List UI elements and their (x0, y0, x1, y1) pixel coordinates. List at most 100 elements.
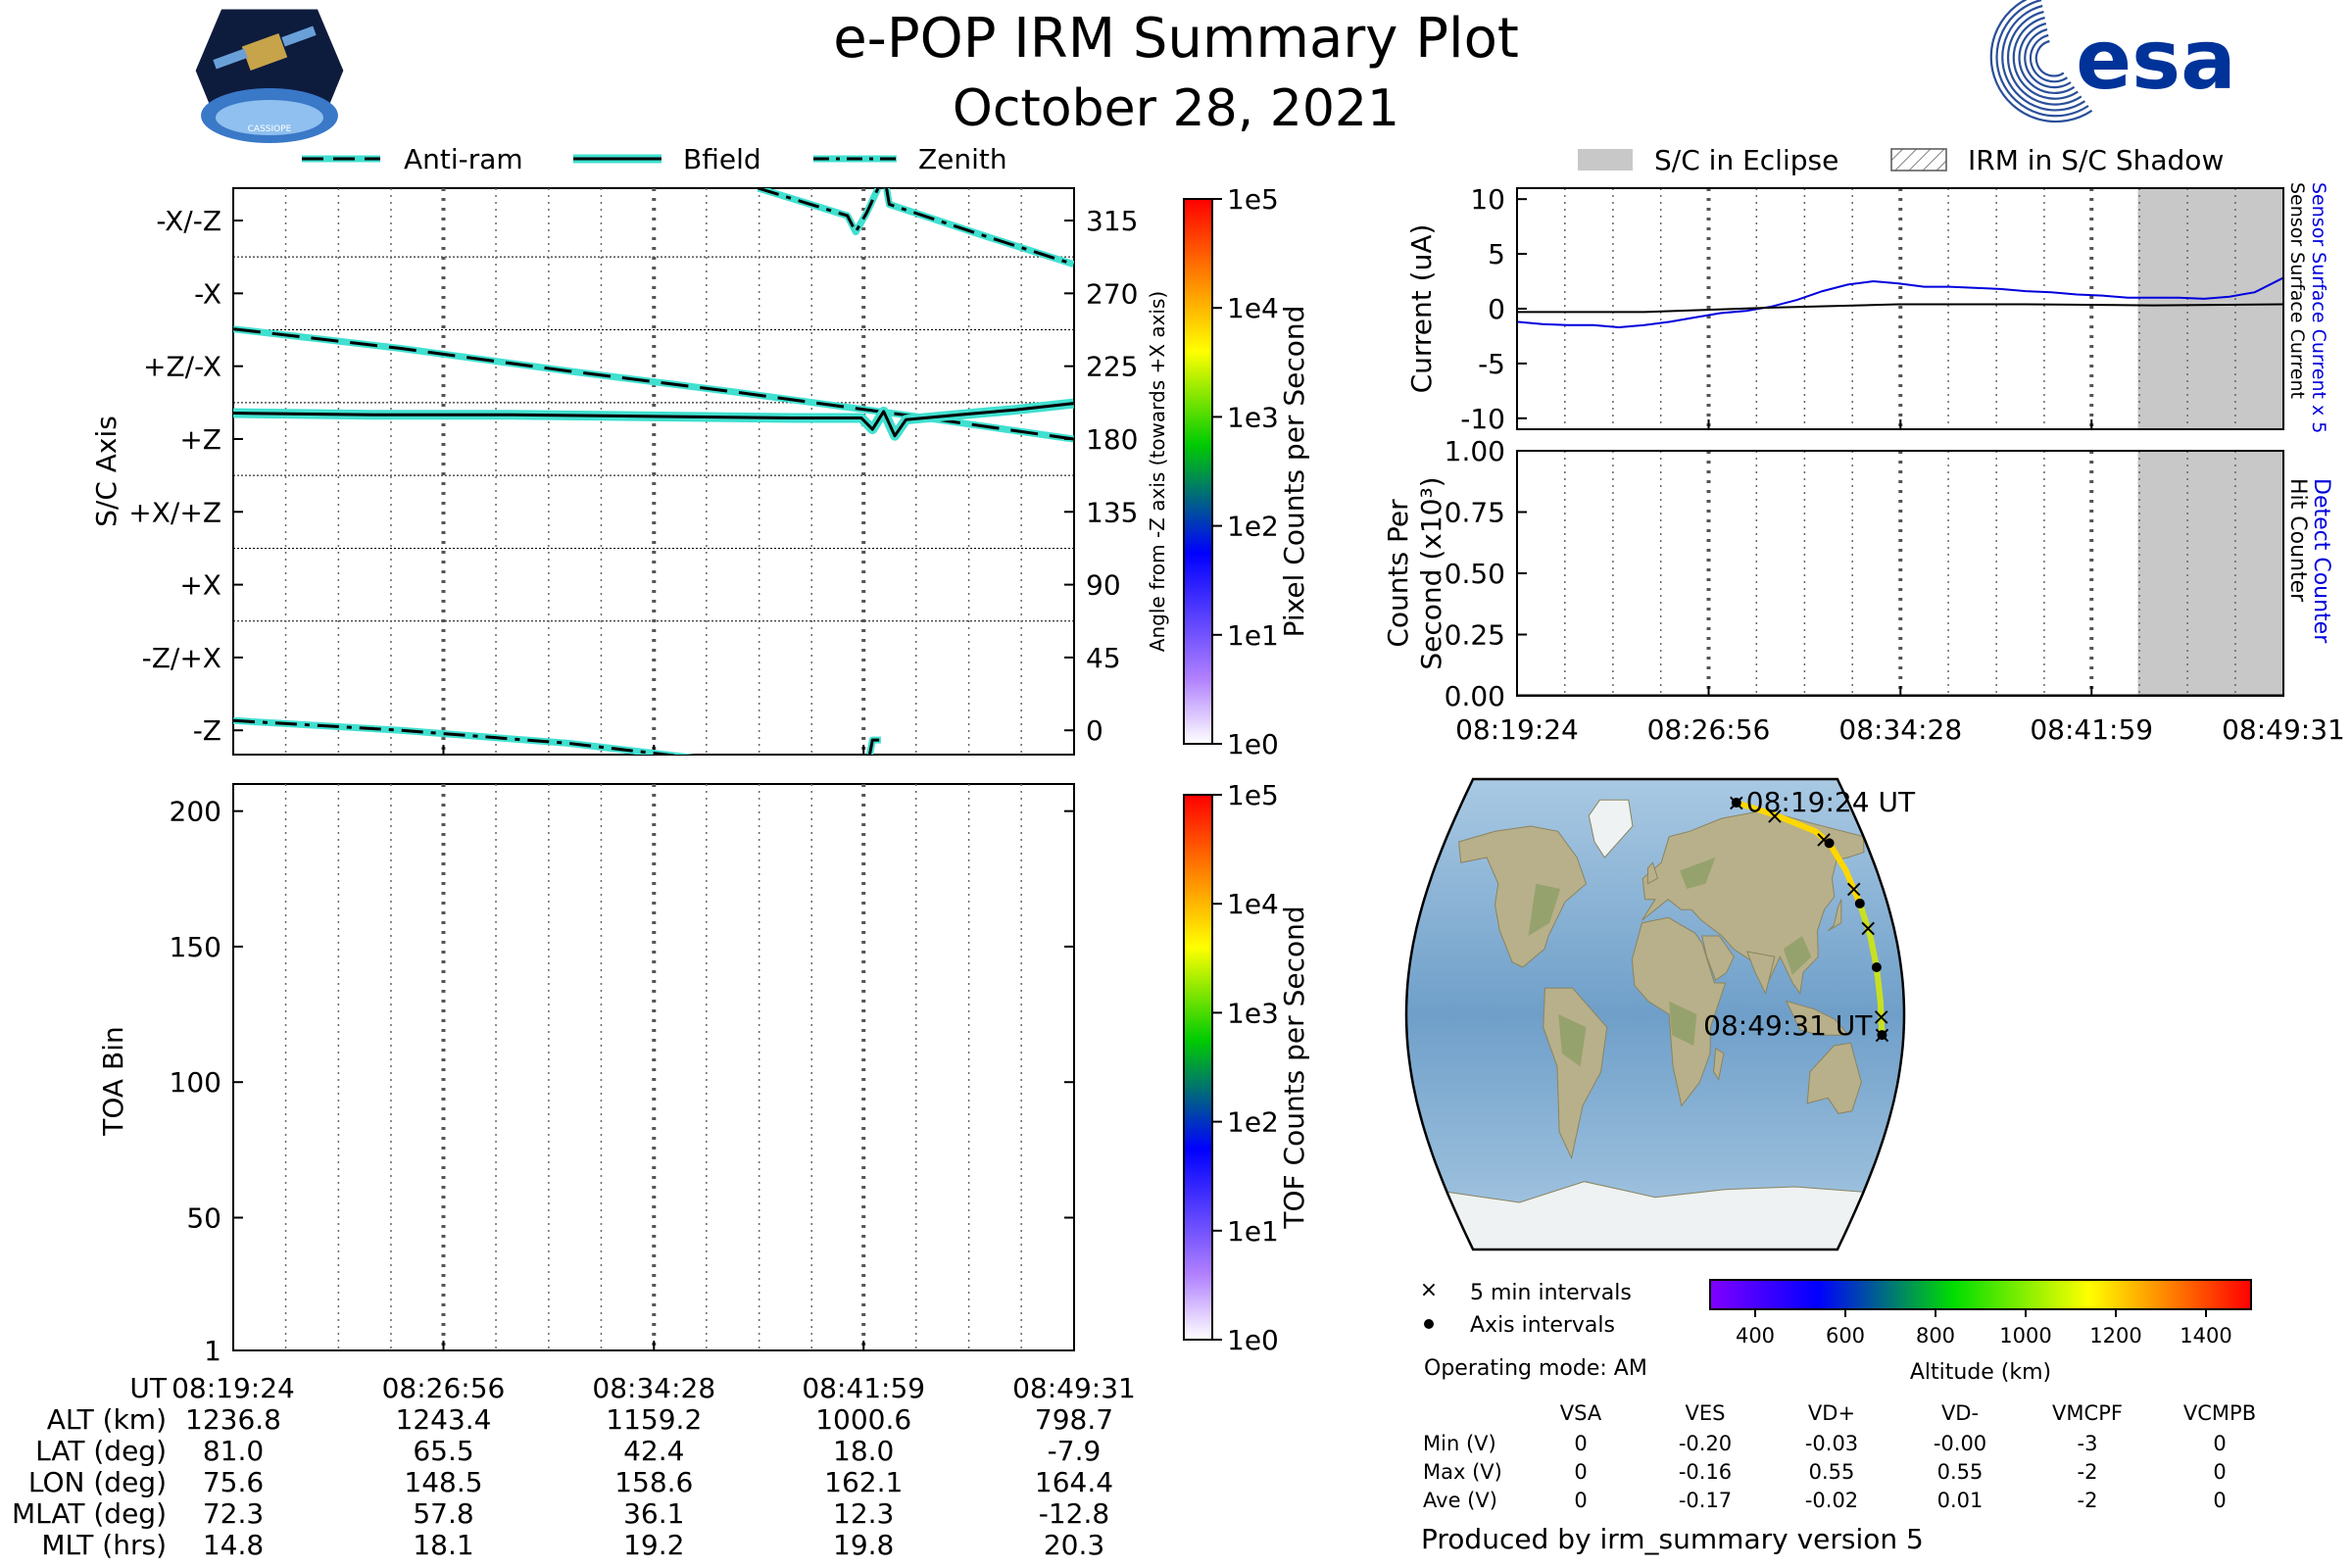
sc-axis-ylabel: S/C Axis (90, 416, 122, 527)
counts-ytick-label: 0.25 (1445, 619, 1505, 652)
pixel-colorbar-tick-label: 1e3 (1227, 401, 1279, 433)
sc-axis-y2tick-label: 270 (1086, 277, 1138, 310)
altitude-tick-label: 1400 (2180, 1324, 2231, 1348)
counts-right-label-black: Hit Counter (2285, 478, 2310, 603)
voltage-header: VD- (1941, 1401, 1979, 1425)
footer: Produced by irm_summary version 5 (1421, 1523, 1924, 1555)
voltage-cell: -0.03 (1805, 1432, 1858, 1455)
vegetation-region (1528, 883, 1561, 936)
esa-swirl-arc (1989, 0, 2093, 123)
sc-axis-ytick-label: +Z (179, 423, 221, 456)
current-right-label-blue: Sensor Surface Current x 5 (2308, 182, 2329, 433)
esa-swirl-arc (2006, 10, 2082, 106)
ephemeris-cell: -12.8 (1039, 1497, 1109, 1530)
orbit-axis-marker (1731, 798, 1741, 808)
ephemeris-cell: 81.0 (203, 1435, 264, 1467)
tof-colorbar-tick-label: 1e1 (1227, 1215, 1279, 1248)
voltage-row-label: Min (V) (1423, 1432, 1496, 1455)
legend-swatch-shadow (1890, 148, 1947, 172)
esa-swirl-arc (1995, 0, 2089, 118)
pixel-colorbar-label: Pixel Counts per Second (1278, 306, 1310, 638)
counts-xtick-label: 08:49:31 (2222, 713, 2345, 746)
tof-colorbar: 1e5 1e4 1e3 1e2 1e1 1e0 TOF Counts per Second (1183, 779, 1310, 1356)
voltage-cell: 0 (2213, 1489, 2226, 1512)
island-indonesia (1785, 1000, 1850, 1036)
orbit-5min-marker: × (1765, 802, 1785, 829)
esa-logo-text: esa (2076, 12, 2236, 108)
esa-swirl-arc (2001, 4, 2086, 112)
counts-xtick-label: 08:26:56 (1647, 713, 1771, 746)
counts-ylabel-line1: Counts Per (1382, 499, 1414, 648)
current-ytick-label: -5 (1478, 348, 1505, 380)
ephemeris-table: UT 08:19:24 08:26:56 08:34:28 08:41:59 08:49:… (12, 1372, 1136, 1561)
voltage-cell: -2 (2078, 1460, 2098, 1484)
tof-colorbar-tick-label: 1e3 (1227, 997, 1279, 1029)
legend-label-anti-ram: Anti-ram (404, 143, 523, 175)
ephemeris-cell: 1159.2 (606, 1403, 702, 1436)
legend-item-anti-ram: Anti-ram (302, 143, 523, 175)
orbit-axis-marker (1877, 1030, 1887, 1041)
trace-halo-zenith (233, 716, 696, 755)
pixel-colorbar-tick-label: 1e2 (1227, 511, 1279, 543)
voltage-header: VES (1686, 1401, 1726, 1425)
sc-axis-ytick-label: -X/-Z (156, 205, 221, 237)
vegetation-region (1783, 936, 1812, 975)
trace-line-zenith-wrapped-2 (885, 188, 1074, 267)
continent-antarctica (1446, 1181, 1865, 1250)
esa-swirl-arc (2024, 27, 2072, 89)
pixel-colorbar-tick-label: 1e0 (1227, 728, 1279, 760)
altitude-tick-label: 1200 (2089, 1324, 2141, 1348)
legend-attitude: Anti-ram Bfield Zenith (302, 143, 1007, 175)
voltage-header: VD+ (1808, 1401, 1855, 1425)
trace-line-zenith-short (868, 738, 881, 755)
continent-europe-asia (1642, 809, 1865, 996)
altitude-tick-label: 800 (1916, 1324, 1955, 1348)
ephemeris-cell: -7.9 (1048, 1435, 1102, 1467)
orbit-5min-marker: × (1844, 875, 1864, 903)
orbit-map: ××××××× 08:19:24 UT 08:49:31 UT (1404, 777, 1916, 1251)
orbit-axis-marker (1871, 962, 1882, 972)
ephemeris-cell: 18.1 (413, 1529, 473, 1561)
continent-north-america (1458, 825, 1588, 968)
cassiope-logo-text: CASSIOPE (248, 124, 292, 134)
ephemeris-cell: 14.8 (203, 1529, 264, 1561)
eclipse-shading-2 (2137, 451, 2283, 696)
sc-axis-y2tick-label: 45 (1086, 642, 1121, 674)
sc-axis-ytick-label: -X (194, 277, 221, 310)
ephemeris-cell: 19.2 (623, 1529, 684, 1561)
current-ytick-label: 5 (1488, 238, 1505, 270)
cassiope-logo: CASSIOPE (192, 6, 347, 143)
ephemeris-cell: 42.4 (623, 1435, 684, 1467)
voltage-cell: -0.16 (1679, 1460, 1732, 1484)
voltage-cell: -0.17 (1679, 1489, 1732, 1512)
continent-arabia (1701, 935, 1735, 982)
voltage-cell: 0.01 (1937, 1489, 1984, 1512)
current-ytick-label: -10 (1460, 403, 1505, 435)
ephemeris-cell: 20.3 (1044, 1529, 1104, 1561)
island-japan (1827, 899, 1842, 932)
voltage-cell: 0 (1574, 1460, 1587, 1484)
counts-xtick-label: 08:34:28 (1838, 713, 1962, 746)
counts-ytick-label: 0.50 (1445, 558, 1505, 590)
vegetation-region (1558, 1014, 1587, 1067)
voltage-cell: -0.02 (1805, 1489, 1858, 1512)
ephemeris-cell: 162.1 (824, 1466, 903, 1498)
tof-colorbar-label: TOF Counts per Second (1278, 906, 1310, 1229)
sc-axis-ytick-label: -Z (193, 714, 221, 747)
ephemeris-cell: 08:19:24 (172, 1372, 295, 1404)
x-marker-icon: × (1420, 1278, 1438, 1302)
legend-swatch-eclipse (1578, 149, 1633, 171)
voltage-cell: -3 (2078, 1432, 2098, 1455)
esa-swirl-arc (2034, 39, 2065, 77)
altitude-label: Altitude (km) (1910, 1360, 2051, 1385)
vegetation-region (1680, 858, 1716, 889)
sc-axis-y2tick-label: 180 (1086, 423, 1138, 456)
current-ytick-label: 0 (1488, 293, 1505, 325)
map-legend: × 5 min intervals Axis intervals (1420, 1278, 1632, 1338)
ephemeris-cell: 1236.8 (185, 1403, 281, 1436)
ephemeris-cell: 12.3 (833, 1497, 894, 1530)
ephemeris-row-label: LON (deg) (28, 1466, 167, 1498)
legend-shading: S/C in Eclipse IRM in S/C Shadow (1578, 144, 2224, 176)
continent-india (1746, 951, 1776, 996)
counts-xtick-label: 08:41:59 (2030, 713, 2153, 746)
